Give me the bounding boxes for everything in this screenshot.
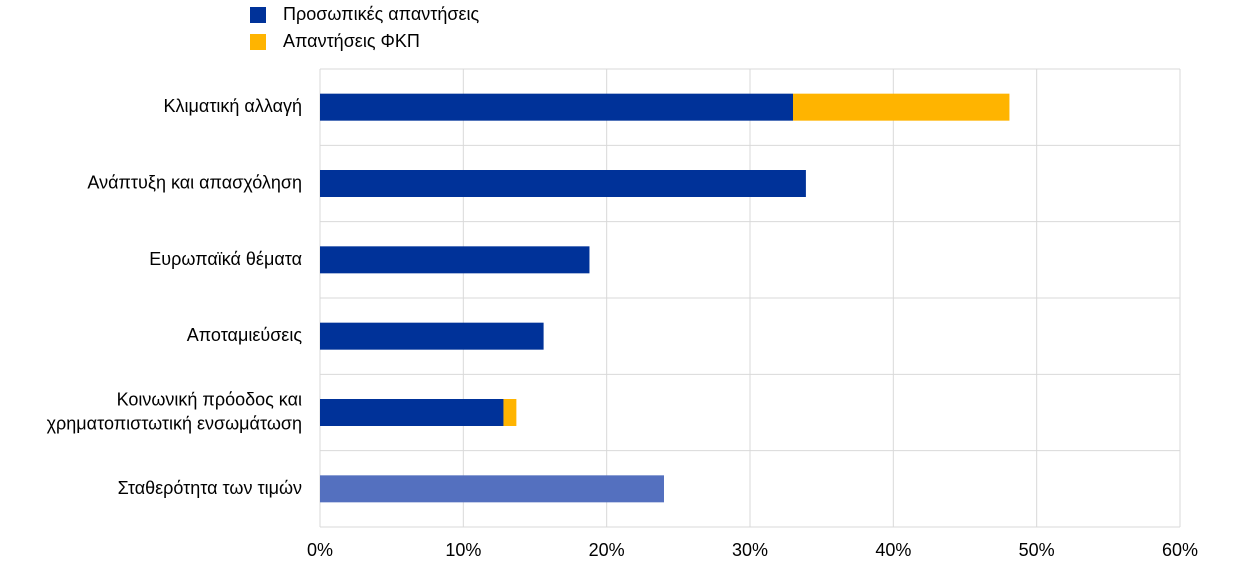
x-tick-label: 30% <box>732 540 768 560</box>
bar-segment <box>320 399 504 426</box>
bar-segment <box>793 93 1010 121</box>
x-tick-label: 20% <box>589 540 625 560</box>
x-tick-label: 60% <box>1162 540 1198 560</box>
bar-segment <box>320 170 806 197</box>
legend-label: Προσωπικές απαντήσεις <box>283 4 480 24</box>
legend-label: Απαντήσεις ΦΚΠ <box>283 31 420 51</box>
x-tick-label: 0% <box>307 540 333 560</box>
bar-segment <box>503 399 517 426</box>
y-tick-label: Κοινωνική πρόοδος και χρηματοπιστωτική εν… <box>47 389 302 433</box>
y-tick-label: Ευρωπαϊκά θέματα <box>149 249 302 269</box>
y-tick-label: Σταθερότητα των τιμών <box>118 478 302 498</box>
bar-segment <box>320 246 590 274</box>
x-tick-label: 10% <box>445 540 481 560</box>
y-tick-label: Αποταμιεύσεις <box>187 325 303 345</box>
bar-segment <box>320 93 793 121</box>
y-tick-label: Ανάπτυξη και απασχόληση <box>87 172 302 192</box>
bar-segment <box>320 322 544 350</box>
x-tick-label: 40% <box>875 540 911 560</box>
legend-swatch <box>250 34 266 50</box>
bar-segment <box>320 475 664 503</box>
y-tick-label: Κλιματική αλλαγή <box>164 96 302 116</box>
legend-swatch <box>250 7 266 23</box>
x-tick-label: 50% <box>1019 540 1055 560</box>
